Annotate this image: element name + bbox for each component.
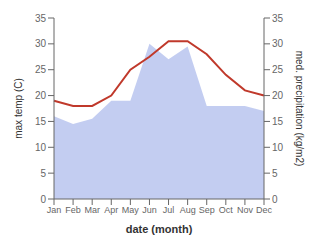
- svg-text:Feb: Feb: [65, 205, 81, 215]
- svg-text:10: 10: [272, 142, 284, 153]
- svg-text:15: 15: [272, 116, 284, 127]
- svg-text:15: 15: [35, 116, 47, 127]
- svg-text:Apr: Apr: [104, 205, 118, 215]
- svg-text:Jan: Jan: [47, 205, 62, 215]
- svg-text:med. precipitation (kg/m2): med. precipitation (kg/m2): [294, 51, 305, 167]
- svg-text:30: 30: [35, 38, 47, 49]
- svg-text:25: 25: [272, 64, 284, 75]
- svg-text:5: 5: [40, 168, 46, 179]
- svg-text:0: 0: [40, 194, 46, 205]
- svg-text:Mar: Mar: [84, 205, 100, 215]
- svg-text:Aug: Aug: [180, 205, 196, 215]
- svg-text:Jun: Jun: [142, 205, 157, 215]
- svg-text:0: 0: [272, 194, 278, 205]
- svg-text:5: 5: [272, 168, 278, 179]
- svg-text:10: 10: [35, 142, 47, 153]
- svg-text:25: 25: [35, 64, 47, 75]
- svg-text:35: 35: [35, 13, 47, 24]
- svg-text:35: 35: [272, 13, 284, 24]
- svg-text:Oct: Oct: [219, 205, 234, 215]
- svg-text:max temp (C): max temp (C): [13, 78, 24, 139]
- svg-text:date (month): date (month): [126, 223, 193, 235]
- svg-text:May: May: [122, 205, 140, 215]
- svg-text:20: 20: [272, 90, 284, 101]
- svg-text:Jul: Jul: [163, 205, 175, 215]
- svg-text:Sep: Sep: [199, 205, 215, 215]
- svg-text:30: 30: [272, 38, 284, 49]
- svg-text:Nov: Nov: [237, 205, 254, 215]
- svg-text:20: 20: [35, 90, 47, 101]
- svg-text:Dec: Dec: [256, 205, 273, 215]
